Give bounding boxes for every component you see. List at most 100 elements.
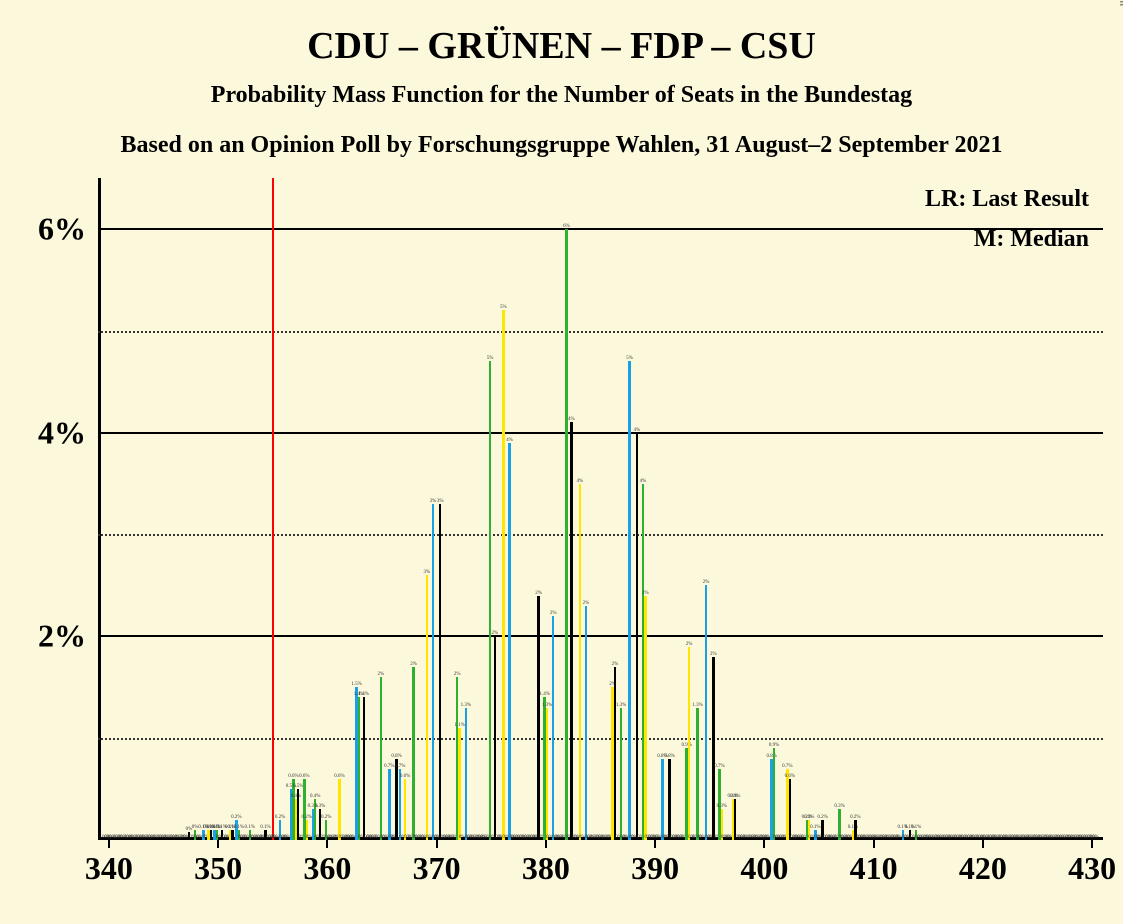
x-tick [763, 840, 765, 848]
bar-value-label: 0.8% [391, 754, 401, 759]
annotation-last-result: LR [644, 653, 677, 680]
bar: 2% [614, 667, 616, 840]
bar-value-label: 0.7% [384, 764, 394, 769]
bar-value-label: 5% [626, 356, 633, 361]
bar: 4% [579, 484, 581, 840]
bar: 2% [688, 647, 690, 841]
bar-value-label: 2% [410, 662, 417, 667]
bar-value-label: 2% [642, 591, 649, 596]
bar-value-label: 4% [568, 417, 575, 422]
bar: 0.8% [395, 759, 397, 840]
x-tick-label: 430 [1068, 850, 1116, 887]
bar-value-label: 0.8% [664, 754, 674, 759]
bar-value-label: 3% [430, 499, 437, 504]
bar-value-label: 0.1% [245, 825, 255, 830]
bar-value-label: 2% [377, 672, 384, 677]
gridline-major [98, 228, 1103, 230]
bar: 1.3% [465, 708, 467, 840]
bar: 1.3% [696, 708, 698, 840]
bar: 2% [644, 596, 646, 840]
x-tick [108, 840, 110, 848]
bar: 2% [712, 657, 714, 840]
bar: 6% [565, 229, 567, 840]
bar-value-label: 2% [703, 580, 710, 585]
bar-value-label: 0.5% [293, 784, 303, 789]
gridline-minor [98, 331, 1103, 333]
bar-value-label: 0.4% [310, 794, 320, 799]
bar-value-label: 2% [454, 672, 461, 677]
x-tick [654, 840, 656, 848]
copyright-text: © 2021 Filip van Laenen [1117, 0, 1123, 6]
bar: 0.1% [231, 830, 233, 840]
bar-value-label: 5% [500, 305, 507, 310]
bar: 2% [380, 677, 382, 840]
x-tick [982, 840, 984, 848]
x-tick-label: 420 [959, 850, 1007, 887]
bar-value-label: 1.3% [616, 703, 626, 708]
bar: 2% [705, 585, 707, 840]
bar: 5% [489, 361, 491, 840]
bar-value-label: 1.3% [692, 703, 702, 708]
bar-value-label: 0.6% [785, 774, 795, 779]
bar-value-label: 0.1% [260, 825, 270, 830]
bar-value-label: 1.4% [359, 692, 369, 697]
x-tick [326, 840, 328, 848]
bar: 5% [628, 361, 630, 840]
x-tick-label: 400 [740, 850, 788, 887]
bar: 0.8% [668, 759, 670, 840]
bar-value-label: 4% [576, 479, 583, 484]
bar: 1.3% [620, 708, 622, 840]
bar-value-label: 4% [506, 438, 513, 443]
chart-title: CDU – GRÜNEN – FDP – CSU [0, 24, 1123, 68]
chart-subtitle-1: Probability Mass Function for the Number… [0, 82, 1123, 109]
bar: 4% [508, 443, 510, 840]
bar: 2% [494, 636, 496, 840]
bar-value-label: 6% [563, 224, 570, 229]
x-tick-label: 380 [522, 850, 570, 887]
bar-value-label: 0.1% [848, 825, 858, 830]
bar-value-label: 0.2% [231, 815, 241, 820]
bar-value-label: 0.4% [730, 794, 740, 799]
bar-value-label: 2% [535, 591, 542, 596]
bar-value-label: 0.7% [782, 764, 792, 769]
bar: 0.6% [404, 779, 406, 840]
bar-value-label: 0.6% [299, 774, 309, 779]
bar-value-label: 1.5% [351, 682, 361, 687]
x-tick [436, 840, 438, 848]
bar: 2% [552, 616, 554, 840]
bar: 1.3% [546, 708, 548, 840]
x-tick-label: 360 [303, 850, 351, 887]
y-tick-label: 2% [38, 618, 86, 655]
bar-value-label: 3% [424, 570, 431, 575]
y-axis [98, 178, 101, 840]
bar-value-label: 3% [437, 499, 444, 504]
chart-canvas: © 2021 Filip van Laenen CDU – GRÜNEN – F… [0, 0, 1123, 924]
bar-value-label: 2% [612, 662, 619, 667]
bar: 0.7% [399, 769, 401, 840]
x-tick [545, 840, 547, 848]
bar-value-label: 0.3% [834, 804, 844, 809]
majority-line [272, 178, 274, 840]
x-tick-label: 410 [850, 850, 898, 887]
bar: 0.9% [773, 748, 775, 840]
bar-value-label: 0.4% [291, 794, 301, 799]
y-tick-label: 6% [38, 210, 86, 247]
bar-value-label: 0.7% [395, 764, 405, 769]
bar-value-label: 2% [583, 601, 590, 606]
x-tick [217, 840, 219, 848]
bar: 0.1% [210, 830, 212, 840]
bar: 0.4% [734, 799, 736, 840]
bar-value-label: 0.2% [804, 815, 814, 820]
bar-value-label: 0.1% [234, 825, 244, 830]
gridline-minor [98, 534, 1103, 536]
bar-value-label: 4% [634, 428, 641, 433]
bar: 1.4% [363, 697, 365, 840]
legend-last-result: LR: Last Result [925, 186, 1089, 213]
bar: 0.6% [338, 779, 340, 840]
bar: 5% [502, 310, 504, 840]
bar-value-label: 0.6% [334, 774, 344, 779]
x-tick-label: 370 [413, 850, 461, 887]
bar-value-label: 0.1% [810, 825, 820, 830]
bar: 1.4% [358, 697, 360, 840]
x-tick-label: 390 [631, 850, 679, 887]
